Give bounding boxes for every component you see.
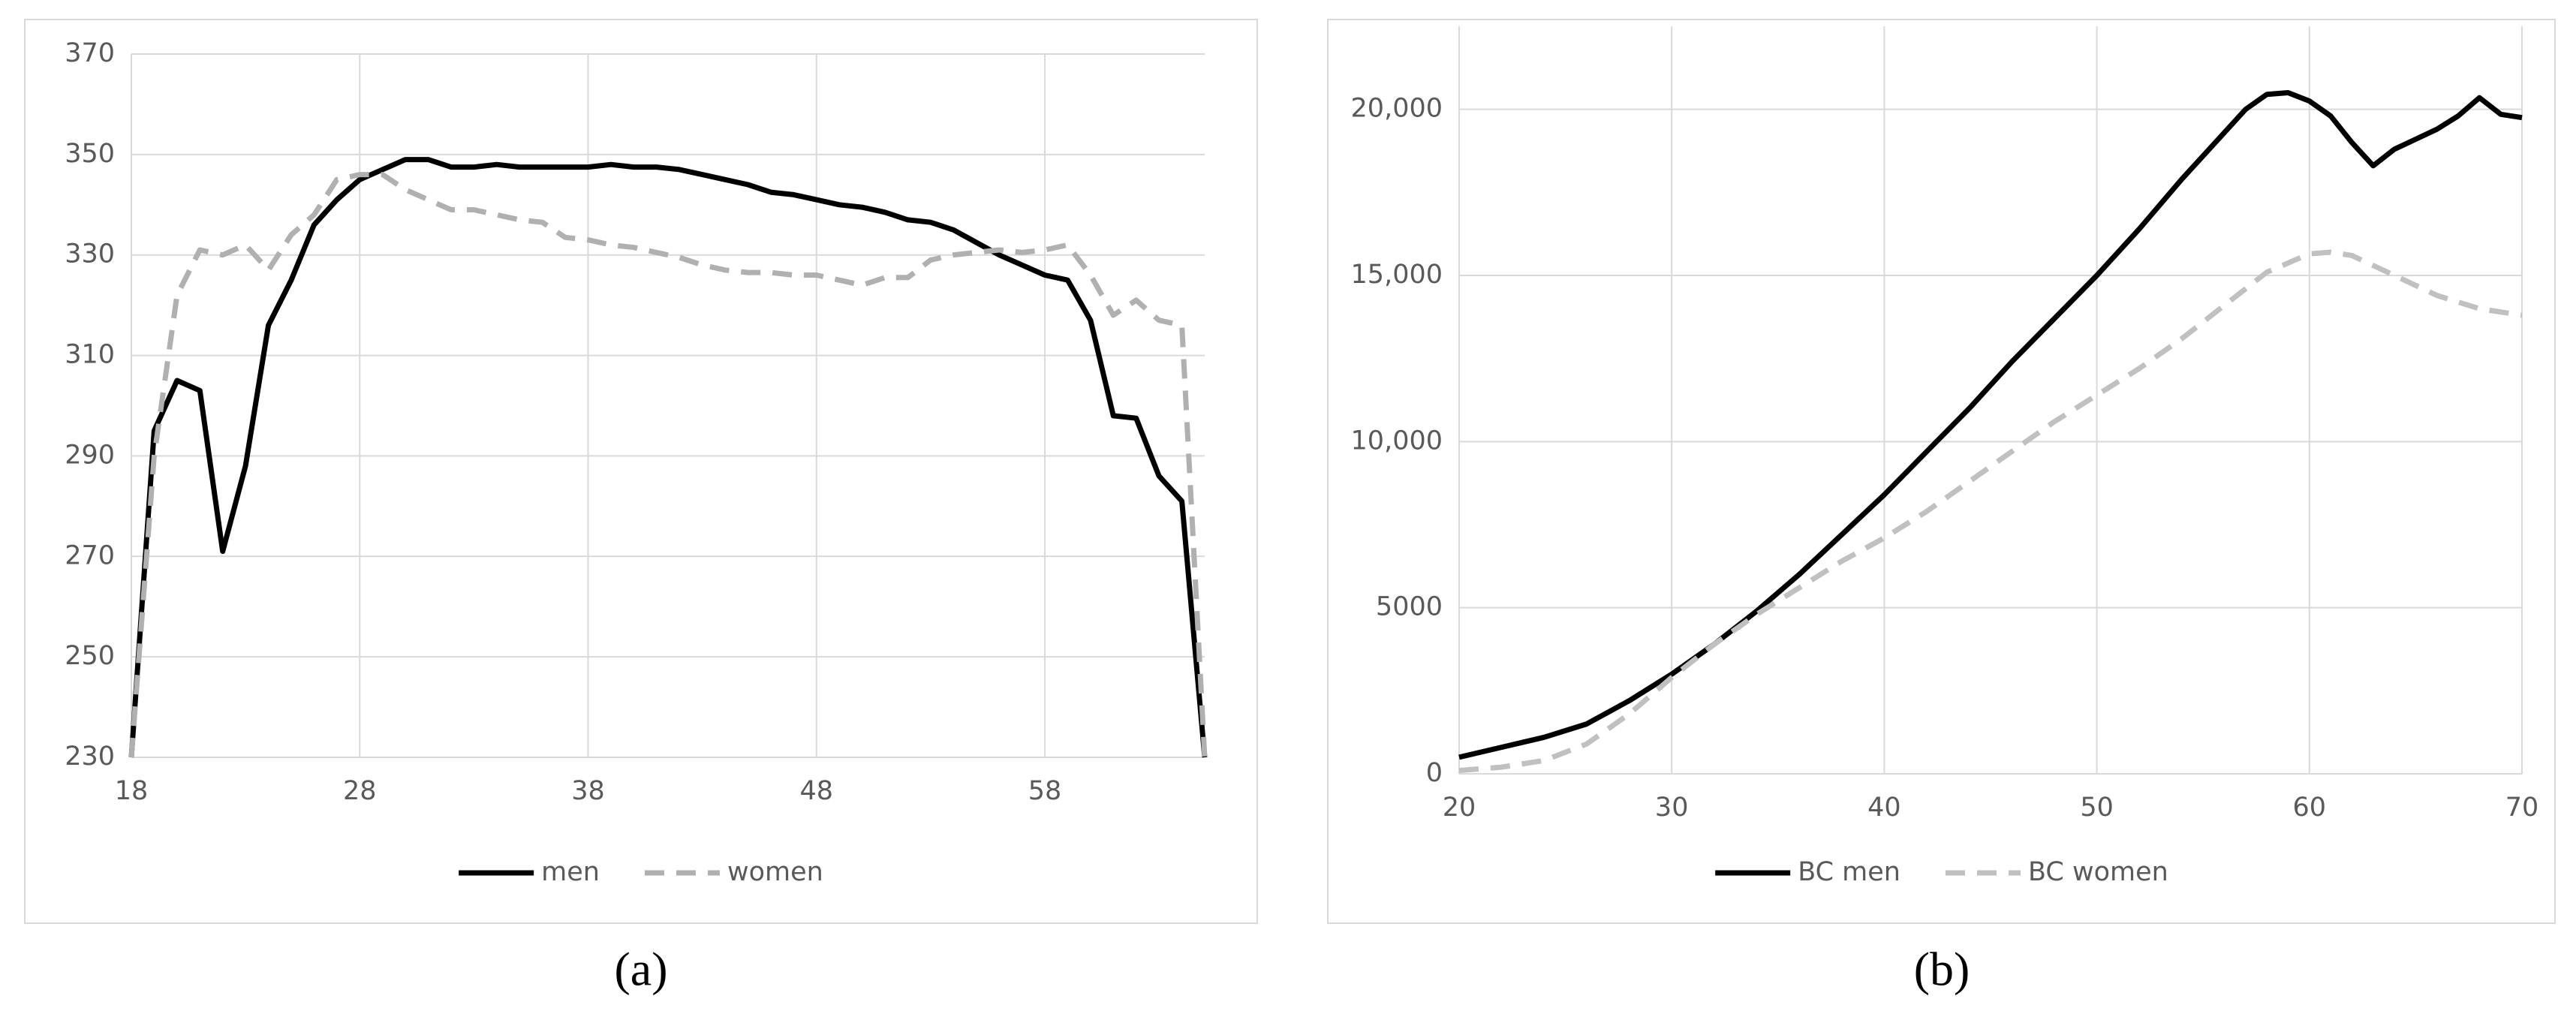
x-tick-label: 50 <box>2080 793 2114 823</box>
x-tick-label: 40 <box>1867 793 1901 823</box>
chart-panel: 0 5000 10,000 15,000 20,000 20 30 40 50 60 70 BC me… <box>1327 19 2556 996</box>
x-tick-label: 18 <box>115 776 149 806</box>
series-line <box>1458 249 2523 774</box>
x-tick-label: 60 <box>2293 793 2327 823</box>
x-tick-label: 38 <box>571 776 605 806</box>
x-tick-label: 30 <box>1655 793 1689 823</box>
y-tick-label: 20,000 <box>1351 94 1443 124</box>
y-tick-label: 5000 <box>1376 592 1443 622</box>
y-tick-label: 350 <box>65 139 115 169</box>
x-tick-label: 20 <box>1443 793 1476 823</box>
legend: BC men BC women <box>1715 857 2168 887</box>
chart-frame <box>24 19 1258 924</box>
y-tick-label: 250 <box>65 641 115 671</box>
y-tick-label: 310 <box>65 340 115 370</box>
series-line <box>128 172 1208 758</box>
y-tick-label: 290 <box>65 440 115 470</box>
y-tick-label: 330 <box>65 239 115 269</box>
series-line <box>128 157 1208 758</box>
chart-frame <box>1327 19 2556 924</box>
chart-panel: 230 250 270 290 310 330 350 370 18 28 38 48 58 men wom… <box>24 19 1258 996</box>
y-tick-label: 230 <box>65 742 115 772</box>
x-tick-label: 58 <box>1028 776 1062 806</box>
x-tick-label: 70 <box>2505 793 2539 823</box>
panel-caption: (b) <box>1914 943 1970 996</box>
legend-label: BC men <box>1798 857 1900 887</box>
panel-caption: (a) <box>614 943 667 996</box>
legend-label: women <box>727 857 823 887</box>
y-tick-label: 10,000 <box>1351 426 1443 456</box>
legend-label: BC women <box>2028 857 2168 887</box>
legend-label: men <box>541 857 600 887</box>
y-tick-label: 270 <box>65 540 115 570</box>
x-tick-label: 48 <box>799 776 833 806</box>
y-tick-label: 370 <box>65 38 115 68</box>
y-tick-label: 15,000 <box>1351 260 1443 290</box>
legend: men women <box>459 857 823 887</box>
x-tick-label: 28 <box>343 776 377 806</box>
y-tick-label: 0 <box>1426 758 1443 788</box>
